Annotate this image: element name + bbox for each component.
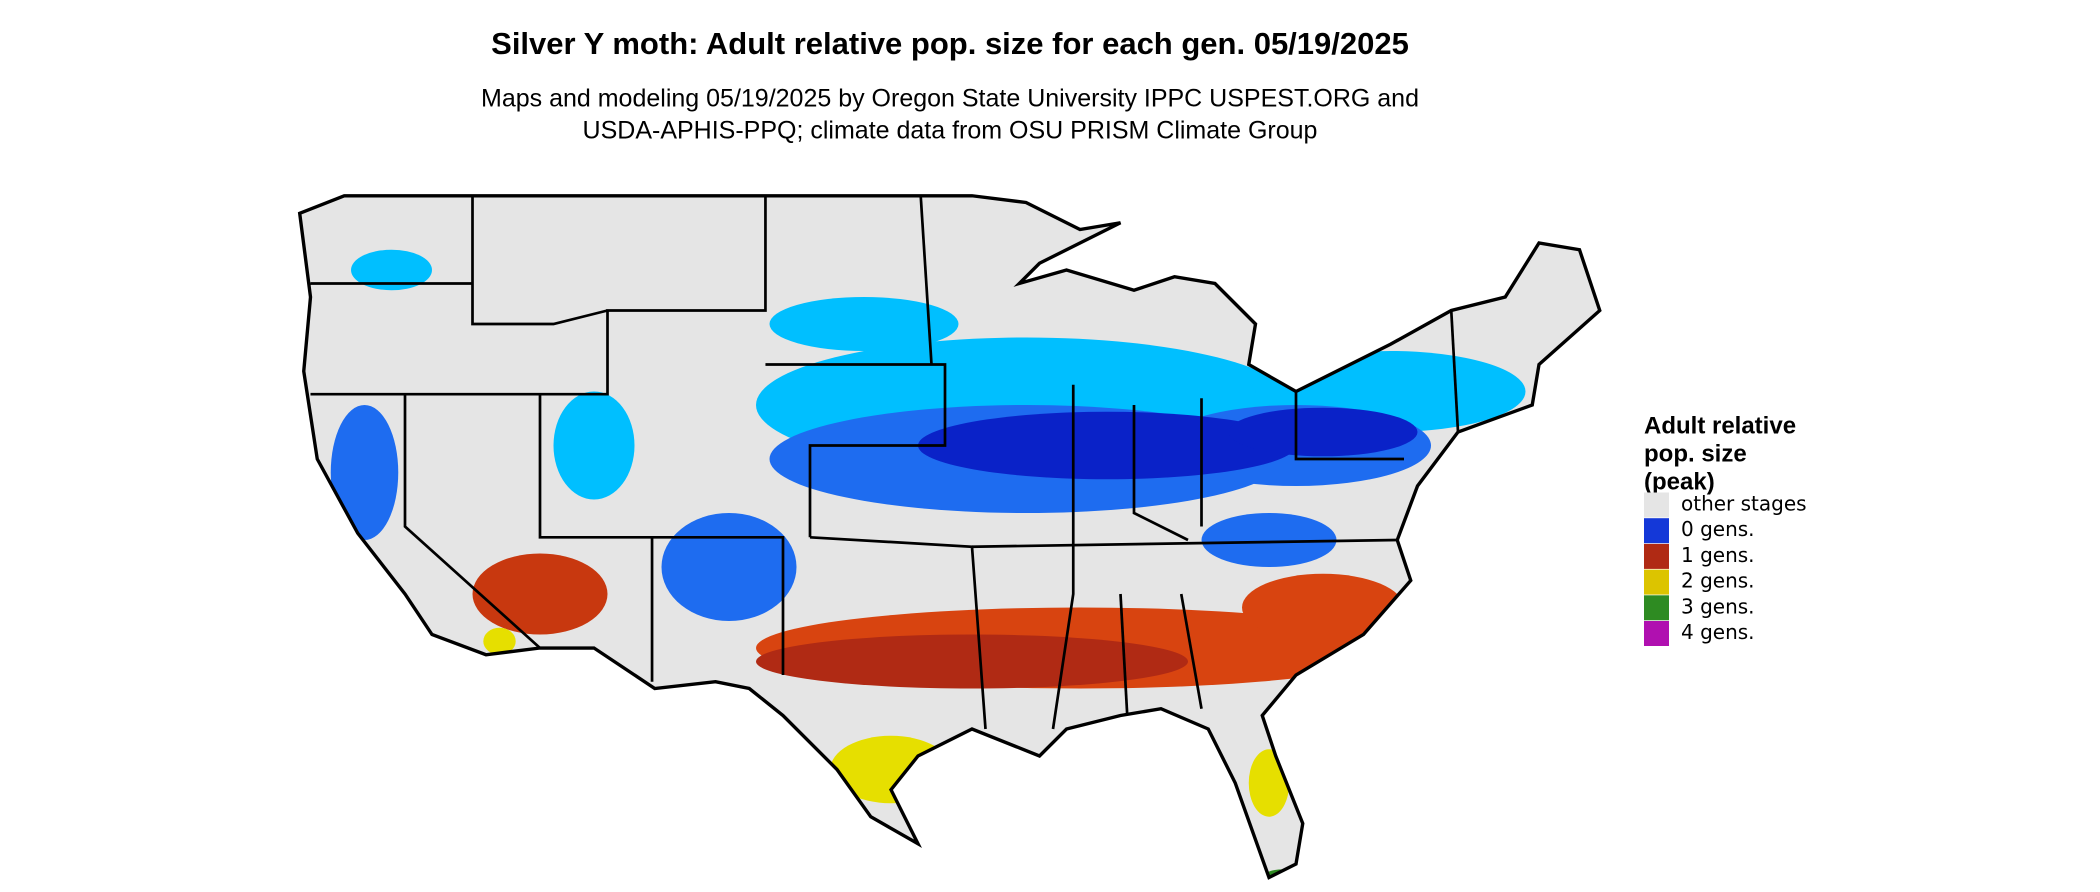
legend-label: 3 gens. xyxy=(1681,594,1755,618)
legend-swatch xyxy=(1644,621,1669,646)
legend-swatch xyxy=(1644,543,1669,569)
legend-swatch xyxy=(1644,518,1669,544)
us-map xyxy=(297,194,1602,880)
legend-title: pop. size xyxy=(1644,440,1747,467)
legend-swatch xyxy=(1644,569,1669,595)
legend-swatch xyxy=(1644,595,1669,621)
legend-label: 2 gens. xyxy=(1681,569,1755,593)
state-borders xyxy=(310,195,1460,730)
legend-label: other stages xyxy=(1681,492,1807,516)
legend-label: 1 gens. xyxy=(1681,543,1755,567)
subtitle: USDA-APHIS-PPQ; climate data from OSU PR… xyxy=(583,117,1318,145)
model-layer xyxy=(330,249,1526,878)
legend-title: (peak) xyxy=(1644,468,1715,495)
subtitle: Maps and modeling 05/19/2025 by Oregon S… xyxy=(481,85,1419,113)
legend-label: 0 gens. xyxy=(1681,517,1755,541)
legend-title: Adult relative xyxy=(1644,412,1796,439)
legend-swatch xyxy=(1644,492,1669,518)
title: Silver Y moth: Adult relative pop. size … xyxy=(491,26,1409,61)
legend-label: 4 gens. xyxy=(1681,620,1755,644)
